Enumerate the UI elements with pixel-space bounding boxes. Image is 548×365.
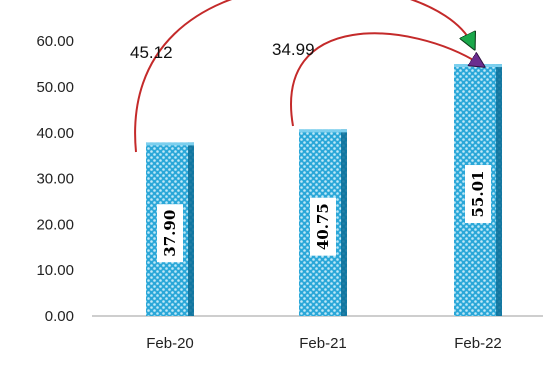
bar-top (146, 142, 194, 146)
growth-arrow (134, 0, 472, 153)
x-tick-label: Feb-20 (146, 335, 194, 352)
growth-arrows: 45.12 34.99 (130, 0, 480, 153)
y-tick-label: 40.00 (36, 125, 74, 142)
bar-side (496, 64, 502, 316)
x-tick-label: Feb-22 (454, 335, 502, 352)
bars (146, 64, 502, 316)
bar-side (341, 129, 347, 316)
x-axis: Feb-20 Feb-21 Feb-22 (146, 335, 502, 352)
bar-value-text: 55.01 (469, 171, 487, 218)
bar-value-label: 40.75 (310, 197, 336, 256)
y-tick-label: 0.00 (45, 308, 74, 325)
bar-top (454, 64, 502, 68)
growth-arrow (290, 32, 480, 127)
bar-value-box (465, 165, 491, 224)
growth-label: 34.99 (272, 40, 315, 59)
y-tick-label: 60.00 (36, 33, 74, 50)
y-tick-label: 20.00 (36, 216, 74, 233)
bar-value-label: 55.01 (465, 165, 491, 224)
bar-side (188, 142, 194, 316)
x-tick-label: Feb-21 (299, 335, 347, 352)
bar-value-box (157, 204, 183, 263)
y-tick-label: 50.00 (36, 79, 74, 96)
growth-label: 45.12 (130, 43, 173, 62)
bar-top (299, 129, 347, 133)
bar-value-label: 37.90 (157, 204, 183, 263)
bar-value-text: 37.90 (161, 210, 179, 257)
y-axis: 0.00 10.00 20.00 30.00 40.00 50.00 60.00 (36, 33, 74, 325)
bar-value-text: 40.75 (314, 203, 332, 250)
y-tick-label: 10.00 (36, 262, 74, 279)
y-tick-label: 30.00 (36, 171, 74, 188)
bar-value-box (310, 197, 336, 256)
value-labels: 37.90 40.75 55.01 (157, 165, 491, 263)
